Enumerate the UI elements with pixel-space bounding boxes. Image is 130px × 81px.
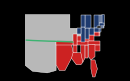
Polygon shape <box>101 15 102 23</box>
Polygon shape <box>81 27 85 42</box>
Polygon shape <box>24 15 81 73</box>
Polygon shape <box>81 45 85 62</box>
Polygon shape <box>99 28 101 32</box>
Polygon shape <box>89 35 94 40</box>
Polygon shape <box>102 15 104 26</box>
Polygon shape <box>92 45 100 51</box>
Polygon shape <box>94 32 99 36</box>
Polygon shape <box>99 15 101 23</box>
Polygon shape <box>85 45 89 58</box>
Polygon shape <box>85 28 89 39</box>
Polygon shape <box>73 45 77 53</box>
Polygon shape <box>99 32 100 36</box>
Polygon shape <box>56 40 73 45</box>
Polygon shape <box>77 40 89 45</box>
Polygon shape <box>89 28 94 35</box>
Polygon shape <box>56 45 73 70</box>
Polygon shape <box>91 60 97 77</box>
Polygon shape <box>89 45 95 60</box>
Polygon shape <box>99 23 104 26</box>
Polygon shape <box>73 34 77 45</box>
Polygon shape <box>86 40 100 45</box>
Polygon shape <box>81 15 85 27</box>
Polygon shape <box>77 36 89 40</box>
Polygon shape <box>94 28 99 32</box>
Polygon shape <box>101 26 103 28</box>
Polygon shape <box>94 15 99 28</box>
Polygon shape <box>72 53 83 65</box>
Polygon shape <box>85 15 91 28</box>
Polygon shape <box>103 26 104 28</box>
Polygon shape <box>77 28 81 34</box>
